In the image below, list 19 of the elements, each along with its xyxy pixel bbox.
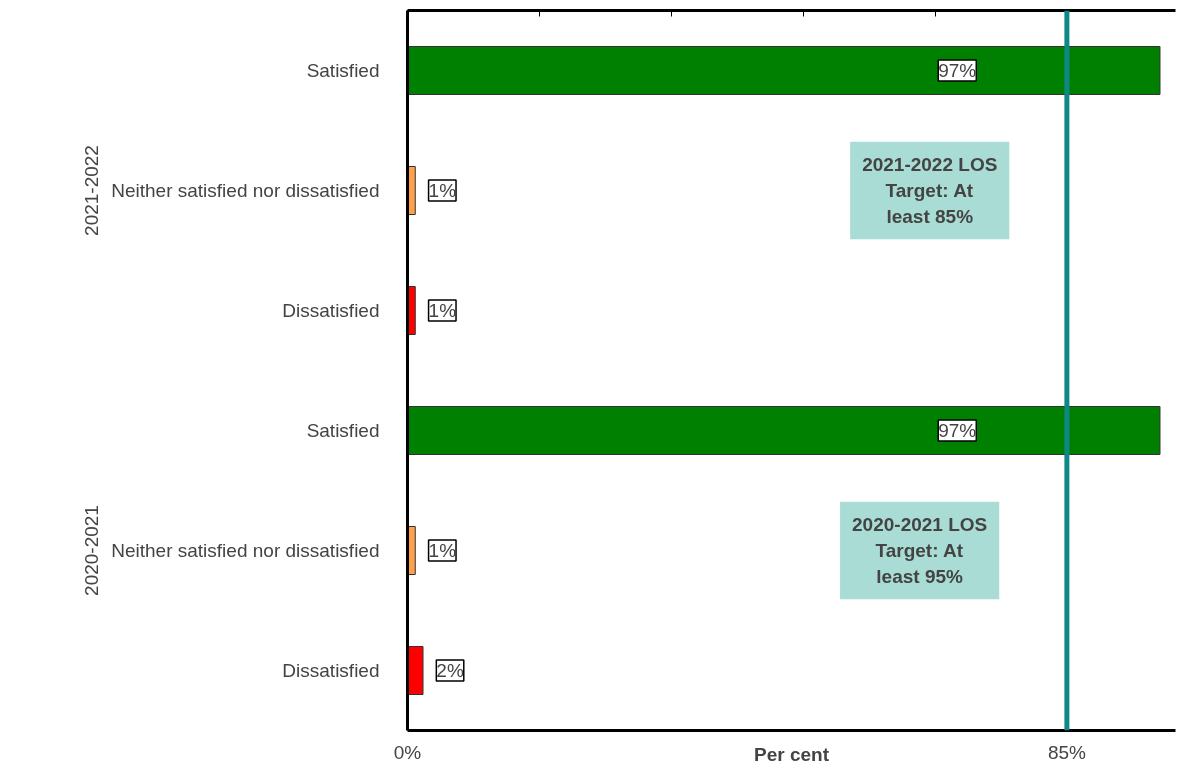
y-tick-label: Neither satisfied nor dissatisfied — [111, 540, 380, 561]
data-label: 1% — [428, 300, 457, 321]
annotation: 2020-2021 LOS Target: At least 95% — [852, 513, 988, 588]
bar — [407, 406, 1161, 455]
y-tick-label: Dissatisfied — [282, 300, 380, 321]
y-tick-label: Satisfied — [306, 60, 380, 81]
data-label: 1% — [428, 180, 457, 201]
text: 2020-2021 — [80, 505, 102, 596]
text: 2021-2022 — [80, 145, 102, 236]
annotation: 2021-2022 LOS Target: At least 85% — [862, 153, 998, 228]
bar — [407, 646, 424, 695]
x-axis-title: Per cent — [754, 743, 830, 765]
y-tick-label: Dissatisfied — [282, 660, 380, 681]
bar — [407, 46, 1161, 95]
data-label: 1% — [428, 540, 457, 561]
x-tick-label: 0% — [393, 741, 422, 763]
y-tick-label: Neither satisfied nor dissatisfied — [111, 180, 380, 201]
x-tick-label: 85% — [1047, 741, 1087, 763]
y-tick-label: Satisfied — [306, 420, 380, 441]
